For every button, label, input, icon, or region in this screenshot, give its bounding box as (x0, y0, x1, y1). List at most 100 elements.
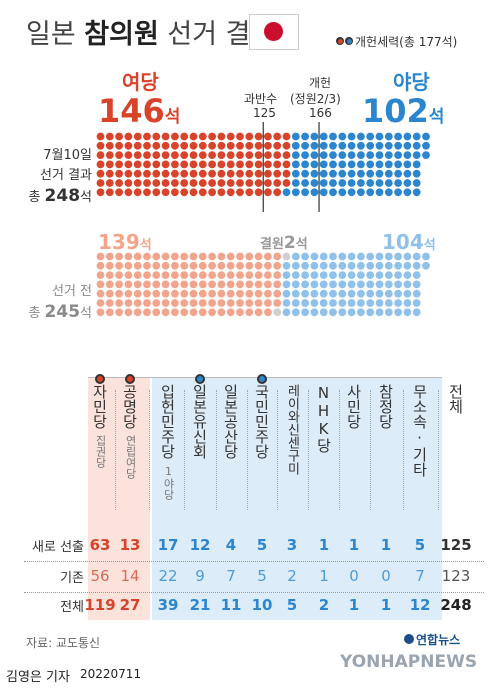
seat-dot-opposition (310, 132, 319, 141)
seat-dot-before-ruling (198, 299, 207, 307)
seat-dot-opposition (357, 151, 365, 160)
seat-dot-ruling (245, 132, 254, 141)
seat-dot-before-ruling (245, 252, 254, 261)
party-column-header: 참정당 (376, 384, 396, 429)
seat-dot-ruling (171, 151, 179, 160)
seat-dot-ruling (273, 160, 282, 169)
seat-dot-opposition (347, 132, 356, 141)
seat-dot-before-opposition (366, 252, 375, 261)
seat-dot-before-opposition (291, 252, 300, 261)
seat-dot-vacant (282, 252, 291, 261)
seat-dot-opposition (375, 179, 384, 187)
opp-seats-unit: 석 (428, 107, 445, 127)
seat-dot-before-opposition (310, 280, 319, 289)
seat-dot-ruling (198, 141, 207, 150)
seat-dot-ruling (236, 179, 244, 187)
seat-dot-before-ruling (180, 308, 189, 317)
seat-dot-before-opposition (384, 280, 393, 289)
table-cell-new: 1 (318, 536, 330, 554)
seat-dot-before-ruling (161, 252, 170, 261)
seat-dot-opposition (338, 141, 347, 150)
seat-dot-before-opposition (375, 261, 384, 270)
seat-dot-before-ruling (208, 299, 217, 307)
seat-dot-before-ruling (105, 280, 114, 289)
seat-dot-before-opposition (357, 299, 365, 307)
opp-columns-bg (152, 377, 442, 620)
seat-dot-before-ruling (143, 261, 151, 270)
seat-dot-before-ruling (115, 280, 123, 289)
column-divider (308, 390, 309, 510)
seat-dot-ruling (282, 169, 291, 178)
seat-dot-before-opposition (319, 308, 328, 317)
seat-dot-before-opposition (301, 299, 309, 307)
seat-dot-ruling (124, 141, 133, 150)
seat-dot-before-ruling (171, 261, 179, 270)
seat-dot-before-ruling (124, 271, 133, 279)
seat-dot-opposition (310, 141, 319, 150)
after-side-line3: 총 248석 (28, 186, 92, 206)
seat-dot-before-opposition (301, 261, 309, 270)
after-side-label: 7월10일 선거 결과 총 248석 (4, 146, 92, 208)
seat-dot-ruling (143, 179, 151, 187)
seat-dot-ruling (180, 160, 189, 169)
seat-dot-before-ruling (254, 308, 263, 317)
seat-dot-before-ruling (226, 299, 235, 307)
seat-dot-before-ruling (273, 261, 282, 270)
seat-dot-opposition (412, 188, 421, 197)
party-name: 일본유신회 (190, 384, 209, 459)
opp-label: 야당 (393, 70, 430, 94)
seat-dot-before-ruling (124, 299, 133, 307)
seat-dot-ruling (217, 169, 226, 178)
seat-dot-before-ruling (217, 299, 226, 307)
seat-dot-opposition (422, 132, 430, 141)
seat-dot-ruling (217, 179, 226, 187)
seat-dot-opposition (338, 179, 347, 187)
title-plain-pre: 일본 (26, 19, 85, 50)
seat-dot-before-ruling (152, 252, 161, 261)
seat-dot-opposition (375, 151, 384, 160)
seat-dot-before-opposition (412, 299, 421, 307)
seat-dot-before-ruling (226, 252, 235, 261)
seat-dot-ruling (189, 141, 198, 150)
seat-dot-before-ruling (236, 308, 244, 317)
japan-flag-icon (249, 14, 299, 50)
date-text: 20220711 (80, 667, 142, 681)
seat-dot-ruling (208, 188, 217, 197)
seat-dot-before-opposition (384, 308, 393, 317)
seat-dot-ruling (152, 132, 161, 141)
table-cell-total: 10 (251, 596, 273, 614)
seat-dot-ruling (180, 132, 189, 141)
seat-dot-before-ruling (96, 271, 105, 279)
seat-dot-before-opposition (319, 252, 328, 261)
seat-dot-before-ruling (236, 271, 244, 279)
table-cell-existing: 22 (158, 567, 178, 585)
seat-dot-opposition (329, 179, 337, 187)
column-divider (215, 390, 217, 510)
seat-dot-opposition (291, 141, 300, 150)
seat-dot-ruling (264, 169, 272, 178)
before-vacant-unit: 석 (295, 237, 308, 252)
seat-dot-ruling (152, 169, 161, 178)
seat-dot-ruling (152, 179, 161, 187)
party-name: 사민당 (344, 384, 363, 429)
seat-dot-before-ruling (152, 280, 161, 289)
seat-dot-before-opposition (319, 261, 328, 270)
seat-dot-ruling (96, 132, 105, 141)
seat-dot-before-opposition (282, 289, 291, 298)
seat-dot-ruling (96, 141, 105, 150)
seat-dot-ruling (282, 141, 291, 150)
seat-dot-ruling (264, 179, 272, 187)
seat-dot-ruling (282, 179, 291, 187)
amend-label: 개헌 (309, 76, 332, 90)
seat-dot-ruling (236, 151, 244, 160)
table-cell-total: 119 (84, 596, 116, 614)
seat-dot-before-opposition (412, 308, 421, 317)
seat-dot-before-opposition (329, 308, 337, 317)
seat-dot-ruling (133, 188, 142, 197)
seat-dot-ruling (264, 188, 272, 197)
seat-dot-before-ruling (208, 252, 217, 261)
seat-dot-before-ruling (226, 271, 235, 279)
seat-dot-before-ruling (115, 252, 123, 261)
seat-dot-ruling (105, 141, 114, 150)
seat-dot-opposition (282, 188, 291, 197)
